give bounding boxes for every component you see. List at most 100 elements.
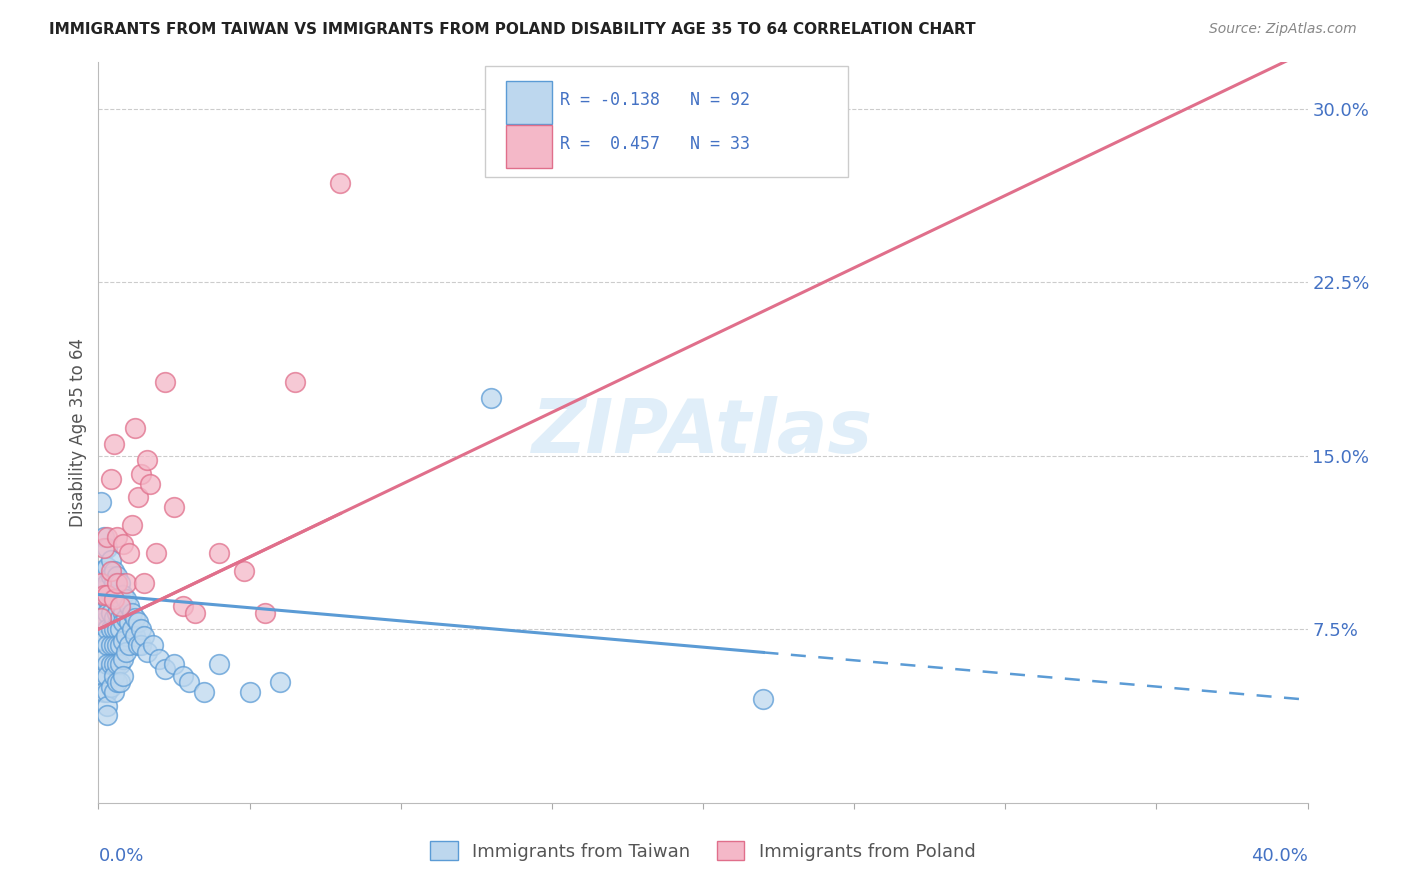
Point [90, 576, 112, 591]
Point [129, 467, 152, 482]
Point [90, 610, 112, 624]
Point [108, 639, 131, 653]
Point [93, 530, 115, 544]
Point [96, 707, 118, 722]
Point [96, 530, 118, 544]
Point [111, 536, 134, 550]
Point [100, 622, 122, 636]
Point [105, 569, 128, 583]
Point [103, 565, 125, 579]
Point [108, 576, 131, 591]
Point [93, 615, 115, 630]
Point [132, 629, 155, 643]
Point [139, 476, 162, 491]
Point [100, 472, 122, 486]
Point [129, 622, 152, 636]
Point [90, 495, 112, 509]
Point [232, 565, 254, 579]
Point [111, 615, 134, 630]
Text: Source: ZipAtlas.com: Source: ZipAtlas.com [1209, 22, 1357, 37]
Point [100, 680, 122, 694]
Point [108, 622, 131, 636]
Point [269, 675, 291, 690]
Point [96, 606, 118, 620]
Point [108, 599, 131, 614]
Point [118, 615, 141, 630]
Text: R = -0.138   N = 92: R = -0.138 N = 92 [561, 91, 751, 109]
FancyBboxPatch shape [485, 66, 848, 178]
Point [114, 629, 136, 643]
Point [93, 668, 115, 682]
Point [329, 176, 352, 190]
Point [100, 588, 122, 602]
Point [103, 592, 125, 607]
Point [124, 629, 146, 643]
Point [100, 657, 122, 671]
Point [96, 639, 118, 653]
Point [96, 685, 118, 699]
Point [90, 565, 112, 579]
Point [193, 685, 215, 699]
Point [114, 592, 136, 607]
Point [121, 518, 143, 533]
Point [184, 606, 207, 620]
Point [124, 610, 146, 624]
Point [111, 668, 134, 682]
Point [284, 375, 307, 389]
Point [93, 599, 115, 614]
Point [93, 541, 115, 556]
Point [93, 582, 115, 597]
Legend: Immigrants from Taiwan, Immigrants from Poland: Immigrants from Taiwan, Immigrants from … [423, 834, 983, 868]
Point [96, 698, 118, 713]
Point [111, 588, 134, 602]
Point [103, 668, 125, 682]
Point [96, 541, 118, 556]
Point [114, 645, 136, 659]
Y-axis label: Disability Age 35 to 64: Disability Age 35 to 64 [69, 338, 87, 527]
Point [108, 592, 131, 607]
FancyBboxPatch shape [506, 126, 551, 169]
Point [96, 588, 118, 602]
Point [114, 610, 136, 624]
Point [93, 588, 115, 602]
Point [153, 375, 176, 389]
Point [103, 610, 125, 624]
Point [96, 559, 118, 574]
Point [118, 546, 141, 560]
Point [179, 675, 201, 690]
Point [96, 668, 118, 682]
Point [93, 565, 115, 579]
Point [108, 657, 131, 671]
Point [96, 576, 118, 591]
Point [124, 421, 146, 435]
Point [105, 576, 128, 591]
Text: 40.0%: 40.0% [1251, 847, 1308, 865]
Point [103, 622, 125, 636]
Point [93, 685, 115, 699]
Point [239, 685, 262, 699]
Point [172, 668, 194, 682]
Text: R =  0.457   N = 33: R = 0.457 N = 33 [561, 135, 751, 153]
Point [103, 657, 125, 671]
Point [208, 546, 231, 560]
Point [100, 569, 122, 583]
Point [208, 657, 231, 671]
Point [93, 652, 115, 666]
Point [127, 639, 149, 653]
Point [100, 606, 122, 620]
Point [111, 652, 134, 666]
Point [132, 576, 155, 591]
Text: 0.0%: 0.0% [98, 847, 143, 865]
Point [105, 639, 128, 653]
Point [163, 657, 186, 671]
Point [129, 639, 152, 653]
Point [105, 588, 128, 602]
Point [163, 500, 186, 514]
Point [105, 622, 128, 636]
Point [118, 599, 141, 614]
Point [105, 530, 128, 544]
Point [127, 615, 149, 630]
Text: IMMIGRANTS FROM TAIWAN VS IMMIGRANTS FROM POLAND DISABILITY AGE 35 TO 64 CORRELA: IMMIGRANTS FROM TAIWAN VS IMMIGRANTS FRO… [49, 22, 976, 37]
Point [172, 599, 194, 614]
Point [103, 639, 125, 653]
